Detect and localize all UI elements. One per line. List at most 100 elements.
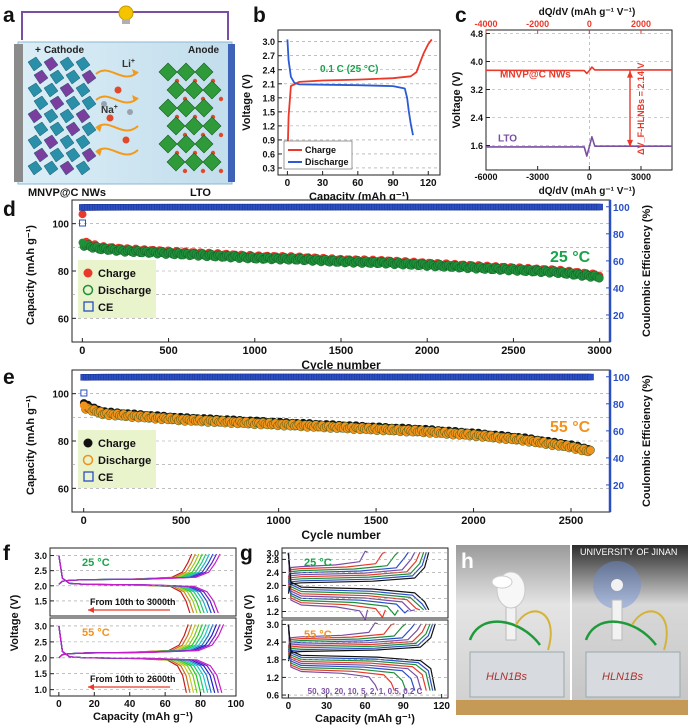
panel-a-letter: a: [3, 4, 15, 27]
discharge-marker: [594, 273, 604, 283]
panel-g-bottom-charge-10C: [287, 623, 416, 653]
panel-g-bottom-ytick-label: 1.8: [266, 655, 279, 665]
panel-e-chart: e 0 500 1000 1500 2000 2500 60 80 100 20 40 60 80 100…: [3, 366, 653, 542]
anode-octahedron: [184, 152, 204, 172]
panel-b-xtick-label: 60: [352, 178, 364, 189]
panel-d-xtick-label: 500: [159, 345, 177, 357]
panel-g-bottom-discharge-10C: [287, 624, 416, 691]
anode-atom: [218, 168, 224, 174]
series-discharge: [78, 238, 604, 283]
panel-c-ytick-label: 3.2: [470, 85, 483, 95]
panel-c-ytick-label: 1.6: [470, 141, 483, 151]
li-ion-label: Li+: [122, 58, 135, 70]
ruler: [456, 700, 688, 715]
panel-d-xtick-label: 1500: [329, 345, 353, 357]
panel-f-xtick-label: 80: [195, 699, 207, 710]
panel-e-xtick-label: 1000: [266, 515, 290, 527]
cathode-polyhedron: [75, 160, 91, 176]
legend-label-charge: Charge: [98, 268, 136, 280]
charge-first-marker: [78, 210, 87, 219]
cathode-polyhedron: [49, 95, 65, 111]
cathode-polyhedron: [27, 82, 43, 98]
panel-g-top-discharge-30C: [287, 552, 386, 619]
panel-c-ylabel: Voltage (V): [451, 71, 463, 128]
panel-g-bottom-discharge-20C: [287, 624, 407, 691]
series-ce: [80, 373, 594, 397]
cathode-polyhedron: [59, 108, 75, 124]
panel-b-ylabel: Voltage (V): [241, 74, 253, 131]
panel-g-top-charge-10C: [287, 551, 409, 584]
ce-first-marker: [80, 389, 88, 397]
anode-octahedron: [176, 98, 196, 118]
panel-c-ytick-label: 4.0: [470, 57, 483, 67]
cathode-polyhedron: [49, 121, 65, 137]
panel-f-top-ytick-label: 3.0: [34, 551, 47, 561]
anode-atom: [182, 168, 188, 174]
anode-octahedron: [184, 116, 204, 136]
panel-c-ytick-label: 2.4: [470, 113, 483, 123]
na-ion-label: Na+: [101, 104, 118, 116]
panel-b-ytick-label: 2.1: [262, 79, 275, 89]
panel-f-xtick-label: 60: [160, 699, 172, 710]
panel-f-top-temp: 25 °C: [82, 557, 110, 569]
cathode-polyhedron: [65, 69, 81, 85]
panel-d-xtick-label: 2500: [501, 345, 525, 357]
panel-f-bottom-charge-curve: [58, 624, 225, 659]
panel-a-schematic: a + Cathode Anode: [3, 4, 235, 199]
panel-f-letter: f: [3, 542, 11, 565]
panel-g-bottom-discharge-2C: [287, 624, 427, 691]
panel-g-top-discharge-5C: [287, 552, 415, 612]
cathode-polyhedron: [33, 69, 49, 85]
cathode-polyhedron: [43, 160, 59, 176]
panel-g-bottom-ytick-label: 2.4: [266, 638, 279, 648]
panel-g-top-discharge-20C: [287, 552, 399, 616]
panel-d-xtick-label: 1000: [243, 345, 267, 357]
panel-f-bottom-ytick-label: 3.0: [34, 621, 47, 631]
cathode-crystal-structure: [27, 56, 97, 176]
panel-f-top-ytick-label: 2.0: [34, 581, 47, 591]
panel-g-bottom-temp: 55 °C: [304, 629, 332, 641]
panel-d-xtick-label: 0: [79, 345, 85, 357]
delta-v-arrowhead-top: [627, 70, 633, 78]
cathode-polyhedron: [33, 121, 49, 137]
anode-octahedron: [202, 116, 222, 136]
anode-octahedron: [166, 116, 186, 136]
anode-atom: [200, 168, 206, 174]
panel-g-rates: 50, 30, 20, 10, 5, 2, 1, 0.5, 0.2 C: [308, 687, 423, 696]
panel-c-bottom-axis-label: dQ/dV (mAh g⁻¹ V⁻¹): [539, 186, 636, 197]
legend-swatch-ce: [83, 471, 94, 482]
delta-v-arrowhead-bottom: [627, 139, 633, 147]
panel-e-ytick-label: 80: [58, 437, 70, 448]
panel-b-ytick-label: 1.2: [262, 121, 275, 131]
cathode-caption: MNVP@C NWs: [28, 187, 106, 199]
panel-b-ytick-label: 0.9: [262, 135, 275, 145]
panel-d-right-ytick-label: 20: [613, 311, 625, 322]
anode-caption: LTO: [190, 187, 211, 199]
panel-g-xtick-label: 120: [433, 701, 450, 712]
panel-d-letter: d: [3, 198, 16, 221]
panel-e-right-ytick-label: 100: [613, 373, 630, 384]
panel-b-xtick-label: 90: [387, 178, 399, 189]
anode-label: Anode: [188, 45, 220, 56]
panel-c-letter: c: [455, 4, 467, 27]
panel-f-top-ytick-label: 2.5: [34, 566, 47, 576]
panel-e-temperature: 55 °C: [550, 419, 591, 436]
cathode-polyhedron: [65, 121, 81, 137]
pouch-label-2: HLN1Bs: [602, 671, 643, 683]
panel-e-xtick-label: 500: [172, 515, 190, 527]
panel-g-top-ytick-label: 2.4: [266, 568, 279, 578]
pouch-label-1: HLN1Bs: [486, 671, 527, 683]
ce-marker: [587, 373, 594, 381]
panel-e-right-ytick-label: 20: [613, 481, 625, 492]
cathode-polyhedron: [65, 147, 81, 163]
lightbulb-icon: [118, 5, 134, 24]
panel-f-bottom-note: From 10th to 2600th: [90, 674, 176, 684]
anode-octahedron: [194, 134, 214, 154]
panel-g-bottom-ytick-label: 3.0: [266, 620, 279, 630]
panel-g-top-ytick-label: 3.0: [266, 548, 279, 558]
panel-c-top-tick-label: -4000: [474, 19, 497, 29]
anode-current-collector: [228, 44, 235, 182]
panel-g-top-charge-50C: [287, 550, 368, 578]
panel-g-top-discharge-02C: [287, 552, 430, 611]
legend-swatch-ce: [83, 301, 94, 312]
